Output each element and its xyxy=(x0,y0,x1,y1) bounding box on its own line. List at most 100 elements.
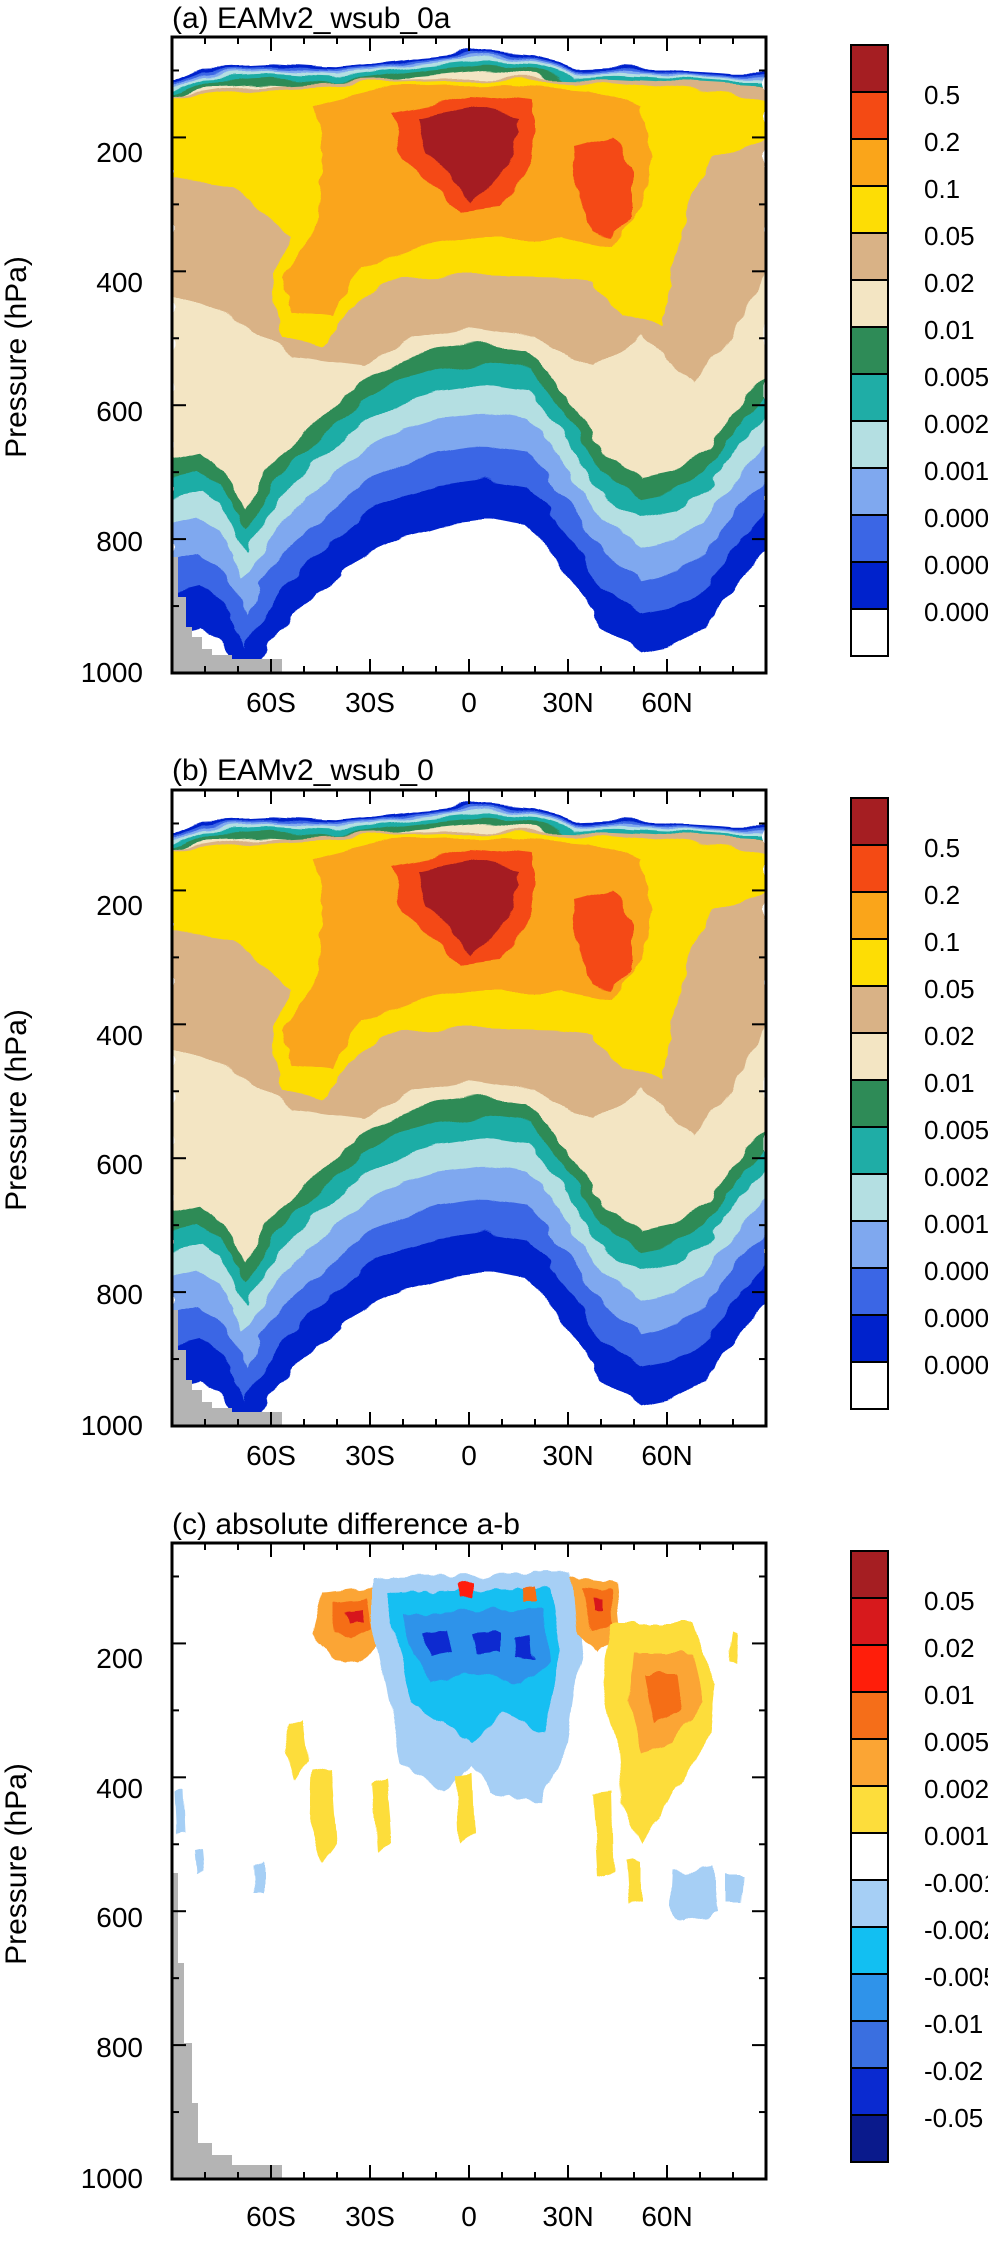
colorbar-label: 0.0001 xyxy=(924,597,988,627)
colorbar-label: 0.001 xyxy=(924,456,988,486)
colorbar-label: 0.005 xyxy=(924,1727,988,1757)
colorbar-label: 0.005 xyxy=(924,1115,988,1145)
panel-a-ticks xyxy=(172,37,766,673)
colorbar-label: 0.02 xyxy=(924,1021,975,1051)
panel-c-contours xyxy=(172,1573,742,2179)
contour-band xyxy=(572,137,632,237)
ytick-label: 400 xyxy=(96,1773,143,1804)
contour-band xyxy=(194,1851,204,1875)
topography xyxy=(172,1310,282,1426)
colorbar-label: -0.01 xyxy=(924,2009,983,2039)
contour-band xyxy=(310,1768,337,1863)
colorbar-box xyxy=(850,185,889,234)
contour-band xyxy=(347,1609,364,1623)
colorbar-label: -0.005 xyxy=(924,1962,988,1992)
colorbar-label: 0.005 xyxy=(924,362,988,392)
colorbar-box xyxy=(850,1973,889,2022)
colorbar-box xyxy=(850,232,889,281)
colorbar-box xyxy=(850,2114,889,2163)
contour-band xyxy=(572,890,632,990)
contour-band xyxy=(522,1586,537,1601)
topography xyxy=(172,1873,282,2179)
topography xyxy=(172,557,282,673)
ytick-label: 400 xyxy=(96,1020,143,1051)
colorbar-box xyxy=(850,938,889,987)
ytick-label: 200 xyxy=(96,137,143,168)
panel-b-colorbar-labels: 0.5 0.2 0.1 0.05 0.02 0.01 0.005 0.002 0… xyxy=(924,833,988,1380)
colorbar-box xyxy=(850,608,889,657)
contour-band xyxy=(670,1868,717,1923)
panel-a: (a) EAMv2_wsub_0a Pressure (hPa) 200 400… xyxy=(0,2,988,718)
panel-b-ylabel: Pressure (hPa) xyxy=(0,1009,33,1211)
colorbar-label: 0.2 xyxy=(924,880,960,910)
ytick-label: 600 xyxy=(96,1902,143,1933)
xtick-label: 0 xyxy=(461,1440,477,1471)
panel-c-colorbar-labels: 0.05 0.02 0.01 0.005 0.002 0.001 -0.001 … xyxy=(924,1586,988,2133)
colorbar-box xyxy=(850,985,889,1034)
colorbar-label: 0.2 xyxy=(924,127,960,157)
xtick-label: 0 xyxy=(461,687,477,718)
contour-band xyxy=(727,1873,742,1903)
contour-band xyxy=(174,1791,186,1835)
colorbar-label: 0.002 xyxy=(924,1162,988,1192)
colorbar-label: 0.5 xyxy=(924,80,960,110)
panel-c: (c) absolute difference a-b Pressure (hP… xyxy=(0,1508,988,2232)
colorbar-box xyxy=(850,561,889,610)
colorbar-box xyxy=(850,138,889,187)
contour-band xyxy=(457,1583,472,1599)
colorbar-label: -0.02 xyxy=(924,2056,983,2086)
colorbar-box xyxy=(850,1832,889,1881)
contour-layer xyxy=(172,804,766,1426)
colorbar-box xyxy=(850,1785,889,1834)
panel-b-contours xyxy=(172,804,766,1426)
contour-band xyxy=(647,1673,682,1723)
colorbar-label: 0.02 xyxy=(924,268,975,298)
panel-a-xticklabels: 60S 30S 0 30N 60N xyxy=(246,687,693,718)
panel-a-ylabel: Pressure (hPa) xyxy=(0,256,33,458)
colorbar-label: 0.01 xyxy=(924,1068,975,1098)
colorbar-label: 0.05 xyxy=(924,221,975,251)
ytick-label: 600 xyxy=(96,1149,143,1180)
xtick-label: 60N xyxy=(641,687,692,718)
colorbar-box xyxy=(850,326,889,375)
colorbar-label: 0.05 xyxy=(924,974,975,1004)
contour-layer xyxy=(174,1573,742,1923)
panel-c-ylabel: Pressure (hPa) xyxy=(0,1763,33,1965)
panel-b-colorbar: 0.5 0.2 0.1 0.05 0.02 0.01 0.005 0.002 0… xyxy=(850,797,988,1410)
ytick-label: 400 xyxy=(96,267,143,298)
colorbar-box xyxy=(850,420,889,469)
colorbar-box xyxy=(850,1126,889,1175)
colorbar-box xyxy=(850,1220,889,1269)
panel-b-title: (b) EAMv2_wsub_0 xyxy=(172,754,434,787)
contour-band xyxy=(627,1861,642,1905)
xtick-label: 60S xyxy=(246,687,296,718)
colorbar-box xyxy=(850,1314,889,1363)
ytick-label: 800 xyxy=(96,1279,143,1310)
contour-band xyxy=(252,1861,264,1893)
colorbar-label: 0.0002 xyxy=(924,1303,988,1333)
contour-band xyxy=(417,860,517,955)
xtick-label: 30N xyxy=(542,1440,593,1471)
colorbar-box xyxy=(850,1267,889,1316)
xtick-label: 30S xyxy=(345,687,395,718)
panel-a-contours xyxy=(172,51,766,673)
xtick-label: 60N xyxy=(641,2201,692,2232)
colorbar-box xyxy=(850,1550,889,1599)
colorbar-box xyxy=(850,1173,889,1222)
colorbar-box xyxy=(850,2067,889,2116)
xtick-label: 0 xyxy=(461,2201,477,2232)
contour-band xyxy=(372,1778,392,1853)
panel-c-title: (c) absolute difference a-b xyxy=(172,1508,520,1541)
colorbar-box xyxy=(850,844,889,893)
ytick-label: 1000 xyxy=(81,657,143,688)
panel-b-plot xyxy=(170,788,768,1428)
colorbar-box xyxy=(850,44,889,93)
contour-band xyxy=(284,1718,307,1783)
colorbar-box xyxy=(850,1597,889,1646)
panel-a-yticklabels: 200 400 600 800 1000 xyxy=(81,137,143,688)
panel-b-xticklabels: 60S 30S 0 30N 60N xyxy=(246,1440,693,1471)
ytick-label: 600 xyxy=(96,396,143,427)
contour-band xyxy=(422,1628,452,1658)
colorbar-box xyxy=(850,1032,889,1081)
